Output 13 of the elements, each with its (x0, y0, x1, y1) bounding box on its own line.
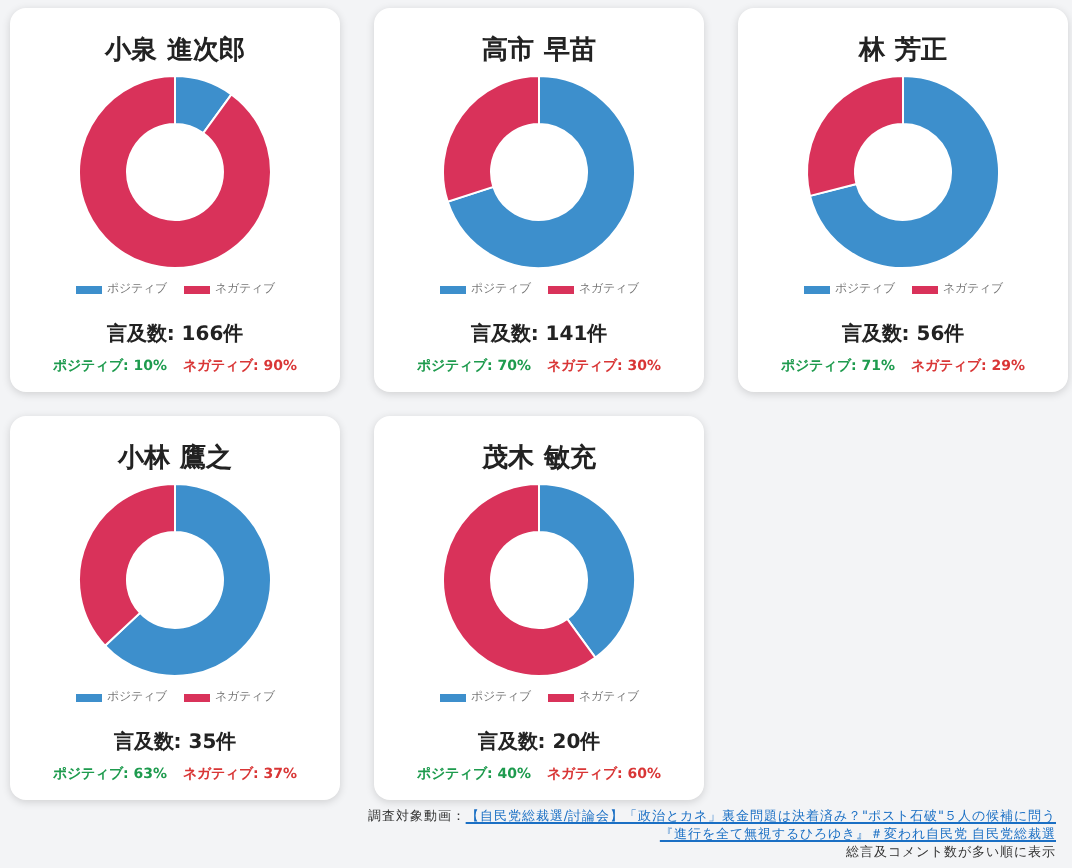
chart-title: 茂木 敏充 (480, 441, 598, 476)
chart-title: 高市 早苗 (480, 33, 598, 68)
text: 言及数: 20件 (475, 728, 603, 756)
donut-slice (446, 75, 636, 269)
text: 言及数: 35件 (111, 728, 239, 756)
chart-title: 小林 鷹之 (115, 441, 234, 476)
chart-title: 林 芳正 (856, 34, 949, 68)
donut-slice (809, 75, 1000, 269)
text: 言及数: 141件 (468, 320, 610, 348)
chart-title: 小泉 進次郎 (102, 33, 247, 68)
text: 言及数: 56件 (839, 320, 967, 348)
donut-slice (78, 75, 272, 269)
text: 言及数: 166件 (104, 320, 246, 348)
